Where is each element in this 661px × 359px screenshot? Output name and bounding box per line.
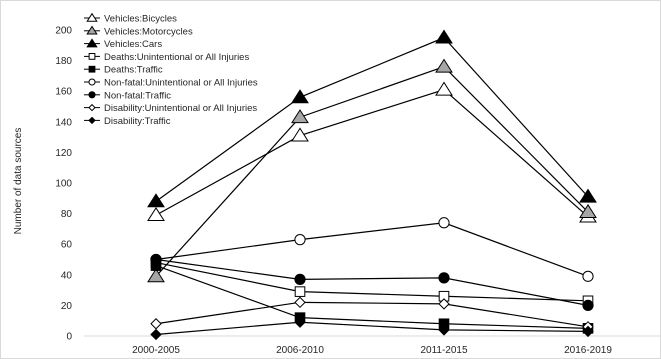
- series-line: [155, 222, 589, 277]
- legend-label: Deaths:Traffic: [104, 65, 163, 76]
- y-tick-label: 140: [55, 117, 72, 128]
- data-point: [291, 109, 309, 124]
- x-tick-label: 2011-2015: [420, 345, 468, 356]
- data-point: [582, 325, 594, 338]
- legend-marker: [86, 25, 98, 35]
- data-point: [147, 206, 165, 222]
- legend-label: Disability:Unintentional or All Injuries: [104, 103, 257, 114]
- data-point: [147, 193, 165, 208]
- data-point: [582, 270, 594, 282]
- legend-marker: [88, 103, 96, 112]
- series-line: [155, 88, 589, 218]
- data-point: [438, 298, 450, 310]
- data-point: [438, 324, 450, 336]
- legend-item: Non-fatal:Traffic: [84, 90, 171, 101]
- legend-item: Disability:Traffic: [84, 116, 171, 127]
- series-3: [147, 29, 597, 208]
- axes: 0 20 40 60 80 100 120 140 160 180 200 2000-2005 2006…: [55, 26, 660, 356]
- series-line: [155, 261, 589, 302]
- legend-label: Vehicles:Cars: [104, 39, 162, 50]
- legend-label: Disability:Traffic: [104, 116, 171, 127]
- legend-item: Deaths:Traffic: [84, 65, 163, 76]
- legend-marker: [88, 78, 96, 86]
- series-9: [150, 316, 594, 341]
- data-point: [150, 253, 162, 266]
- legend-item: Deaths:Unintentional or All Injuries: [84, 52, 249, 63]
- data-point: [435, 58, 453, 73]
- x-tick-label: 2000-2005: [132, 345, 180, 356]
- legend-marker: [88, 91, 96, 99]
- legend-item: Disability:Unintentional or All Injuries: [84, 103, 257, 114]
- y-axis-label: Number of data sources: [13, 128, 24, 235]
- series-line: [155, 321, 589, 336]
- legend-label: Deaths:Unintentional or All Injuries: [104, 52, 249, 63]
- legend-item: Non-fatal:Unintentional or All Injuries: [84, 78, 258, 89]
- series-line: [155, 265, 589, 329]
- legend-marker: [88, 116, 96, 125]
- series-line: [155, 301, 589, 328]
- y-tick-label: 0: [66, 332, 72, 343]
- x-tick-label: 2006-2010: [276, 345, 324, 356]
- legend-label: Vehicles:Bicycles: [104, 14, 177, 25]
- y-tick-label: 40: [61, 270, 73, 281]
- legend-marker: [88, 65, 96, 73]
- legend-label: Vehicles:Motorcycles: [104, 26, 193, 37]
- y-tick-label: 80: [61, 209, 73, 220]
- series-line: [155, 258, 589, 306]
- data-point: [579, 188, 597, 203]
- data-point: [435, 29, 453, 44]
- data-point: [435, 81, 453, 96]
- series-layer: [147, 29, 597, 341]
- series-2: [147, 58, 597, 283]
- x-tick-label: 2016-2019: [564, 345, 612, 356]
- series-4: [150, 257, 594, 307]
- y-tick-label: 100: [55, 179, 72, 190]
- legend-item: Vehicles:Cars: [84, 38, 162, 50]
- data-point: [294, 316, 306, 328]
- y-tick-label: 20: [61, 301, 73, 312]
- legend-item: Vehicles:Motorcycles: [84, 25, 193, 37]
- data-point: [147, 268, 165, 283]
- y-tick-label: 200: [55, 26, 72, 37]
- series-5: [150, 260, 594, 334]
- data-point: [294, 234, 306, 246]
- data-point: [438, 217, 450, 229]
- data-point: [150, 328, 162, 341]
- legend-marker: [88, 53, 96, 60]
- data-point: [291, 89, 309, 104]
- y-tick-label: 60: [61, 240, 73, 251]
- legend-item: Vehicles:Bicycles: [84, 12, 177, 25]
- data-point: [579, 203, 597, 218]
- data-point: [582, 299, 594, 311]
- data-point: [294, 273, 306, 285]
- y-tick-label: 120: [55, 148, 72, 159]
- y-tick-label: 160: [55, 87, 72, 98]
- series-line: [155, 36, 589, 202]
- series-6: [150, 217, 594, 282]
- data-point: [150, 318, 162, 330]
- data-point: [294, 296, 306, 309]
- data-point: [438, 272, 450, 284]
- series-1: [147, 81, 597, 223]
- legend-label: Non-fatal:Traffic: [104, 90, 171, 101]
- legend-marker: [86, 38, 98, 48]
- legend-label: Non-fatal:Unintentional or All Injuries: [104, 78, 258, 89]
- legend-marker: [86, 12, 98, 22]
- data-point: [294, 286, 306, 297]
- data-point: [291, 127, 309, 142]
- series-line: [155, 66, 589, 277]
- y-tick-label: 180: [55, 56, 72, 67]
- series-7: [150, 253, 594, 311]
